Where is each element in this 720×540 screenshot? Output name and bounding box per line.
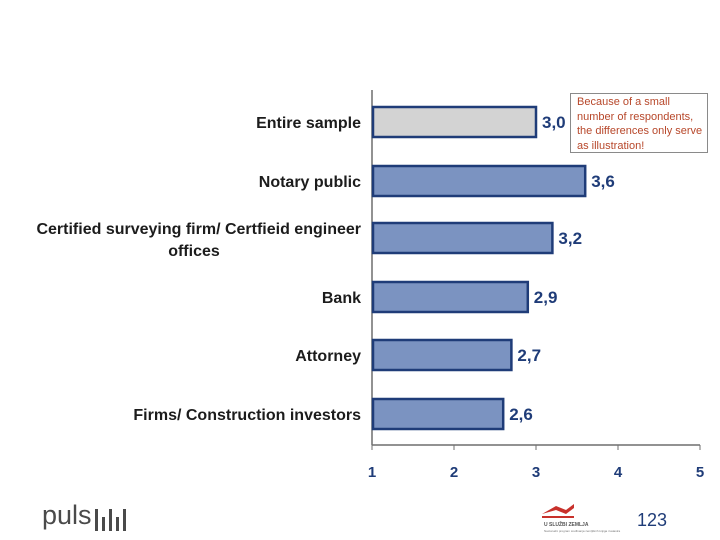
bar (371, 397, 505, 431)
bar-value-label: 3,6 (591, 172, 615, 191)
category-label: Bank (322, 290, 361, 307)
bar-value-label: 3,0 (542, 113, 566, 132)
bar-value-label: 2,6 (509, 405, 533, 424)
bar (371, 280, 530, 314)
sponsor-logo: U SLUŽBI ZEMLJA Nacionalni program sređi… (540, 500, 632, 540)
x-tick-label: 5 (696, 464, 704, 481)
category-label-line2: offices (168, 243, 220, 260)
bar (371, 221, 554, 255)
x-tick-label: 2 (450, 464, 458, 481)
category-label: Notary public (259, 174, 361, 191)
category-label: Firms/ Construction investors (133, 407, 361, 424)
sponsor-subtitle: Nacionalni program sređivanja zemljišnih… (544, 529, 621, 533)
bar-value-label: 2,7 (517, 346, 541, 365)
bar-value-label: 3,2 (558, 229, 582, 248)
x-tick-label: 3 (532, 464, 540, 481)
puls-logo: puls (42, 500, 130, 531)
page-number: 123 (637, 510, 668, 530)
sponsor-name: U SLUŽBI ZEMLJA (544, 522, 589, 528)
x-tick-label: 4 (614, 464, 623, 481)
x-tick-label: 1 (368, 464, 376, 481)
category-label: Entire sample (256, 115, 361, 132)
bar (371, 105, 538, 139)
bar (371, 338, 513, 372)
bar-value-label: 2,9 (534, 288, 558, 307)
bar (371, 164, 587, 198)
puls-logo-text: puls (42, 500, 92, 530)
category-label: Attorney (295, 348, 361, 365)
category-label: Certified surveying firm/ Certfieid engi… (36, 221, 361, 238)
illustration-note: Because of a small number of respondents… (570, 93, 708, 153)
sponsor-emblem-icon (542, 504, 574, 518)
puls-logo-bars-icon (94, 507, 130, 531)
